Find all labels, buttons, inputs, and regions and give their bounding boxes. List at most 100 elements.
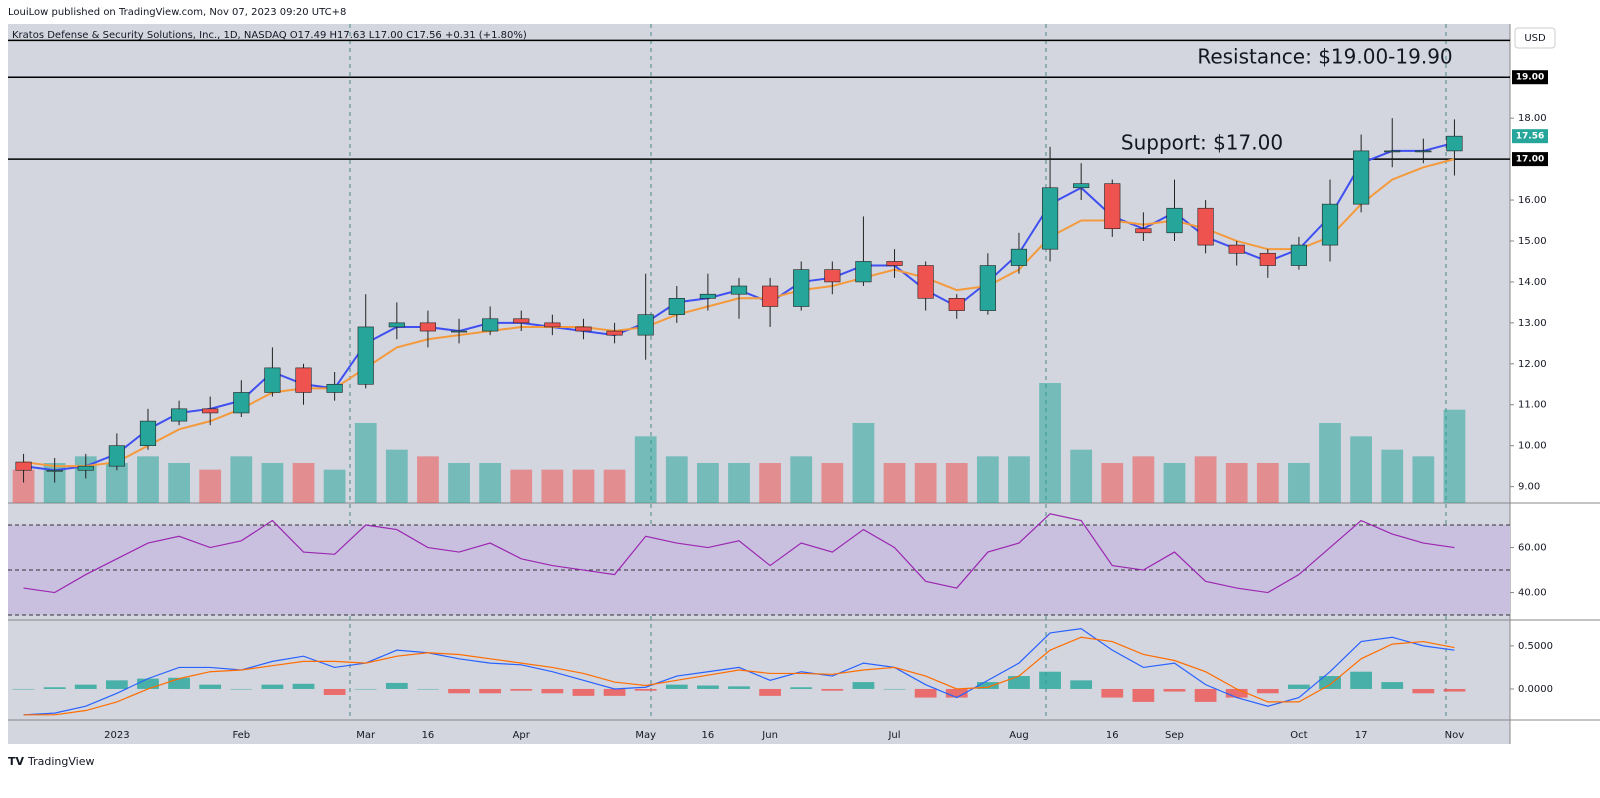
candle-body bbox=[668, 297, 685, 315]
candle-body bbox=[948, 297, 965, 311]
candle-body bbox=[1228, 244, 1245, 254]
macd-histogram bbox=[759, 688, 781, 696]
macd-histogram bbox=[1070, 680, 1093, 689]
macd-histogram bbox=[43, 687, 66, 689]
macd-histogram bbox=[510, 688, 533, 691]
candle-body bbox=[1197, 207, 1214, 246]
y-tick-label: 9.00 bbox=[1518, 482, 1540, 493]
macd-histogram bbox=[1350, 671, 1373, 689]
macd-histogram bbox=[417, 688, 439, 690]
macd-histogram bbox=[1381, 682, 1404, 689]
volume-bar bbox=[665, 456, 688, 503]
y-tick-label: 11.00 bbox=[1518, 400, 1547, 411]
rsi-line bbox=[23, 513, 1455, 594]
macd-histogram bbox=[199, 684, 222, 689]
volume-bar bbox=[541, 469, 564, 503]
volume-bar bbox=[1070, 449, 1093, 503]
macd-macd bbox=[23, 627, 1455, 716]
candle-body bbox=[513, 318, 530, 324]
volume-bar bbox=[914, 463, 937, 503]
volume-bar bbox=[417, 456, 439, 503]
candle-body bbox=[139, 420, 157, 446]
y-tick-label: 16.00 bbox=[1518, 195, 1547, 206]
x-tick-label: Sep bbox=[1165, 730, 1184, 741]
price-label-box bbox=[1512, 70, 1548, 85]
candle-body bbox=[730, 285, 748, 295]
x-tick-label: May bbox=[635, 730, 656, 741]
y-tick-label: 13.00 bbox=[1518, 318, 1547, 329]
volume-bar bbox=[292, 463, 315, 503]
volume-bar bbox=[1256, 463, 1279, 503]
currency-button[interactable] bbox=[1514, 27, 1556, 49]
macd-histogram bbox=[1039, 671, 1061, 689]
logo-mark: TV bbox=[8, 755, 25, 768]
volume-bar bbox=[1008, 456, 1030, 503]
candle-body bbox=[979, 265, 996, 311]
macd-histogram bbox=[1412, 688, 1435, 694]
y-tick-label: 15.00 bbox=[1518, 236, 1547, 247]
symbol-line: Kratos Defense & Security Solutions, Inc… bbox=[12, 30, 527, 41]
x-tick-label: 2023 bbox=[104, 730, 129, 741]
volume-bar bbox=[1381, 449, 1404, 503]
macd-histogram bbox=[541, 688, 564, 694]
volume-bar bbox=[1194, 456, 1217, 503]
macd-histogram bbox=[572, 688, 595, 696]
macd-histogram bbox=[1443, 688, 1466, 692]
price-label: 19.00 bbox=[1516, 73, 1544, 83]
candle-body bbox=[1073, 183, 1090, 189]
candle-body bbox=[1041, 187, 1059, 250]
volume-bar bbox=[1132, 456, 1155, 503]
price-axis bbox=[1510, 24, 1600, 744]
footer: TradingView bbox=[27, 755, 94, 768]
candle-body bbox=[1135, 228, 1152, 234]
volume-bar bbox=[1288, 463, 1310, 503]
macd-signal bbox=[23, 636, 1455, 716]
macd-histogram bbox=[1256, 688, 1279, 694]
volume-bar bbox=[821, 463, 844, 503]
candle-body bbox=[295, 367, 312, 393]
macd-histogram bbox=[852, 682, 875, 689]
volume-bar bbox=[1319, 423, 1341, 503]
volume-bar bbox=[43, 463, 66, 503]
macd-histogram bbox=[323, 688, 346, 695]
candle-body bbox=[1321, 203, 1339, 246]
candle-body bbox=[450, 330, 468, 333]
candle-body bbox=[482, 318, 499, 332]
macd-histogram bbox=[634, 688, 657, 691]
candle-body bbox=[762, 285, 779, 307]
volume-bar bbox=[1163, 463, 1186, 503]
macd-histogram bbox=[448, 688, 470, 694]
x-tick-label: Nov bbox=[1445, 730, 1465, 741]
candle-body bbox=[544, 322, 561, 328]
volume-bar bbox=[105, 463, 128, 503]
candle-body bbox=[388, 322, 405, 328]
x-tick-label: Mar bbox=[356, 730, 376, 741]
volume-bar bbox=[354, 423, 377, 503]
volume-bar bbox=[728, 463, 750, 503]
candle-body bbox=[886, 261, 903, 266]
macd-histogram bbox=[354, 688, 377, 690]
annotation: Support: $17.00 bbox=[1121, 131, 1283, 155]
macd-histogram bbox=[168, 677, 190, 689]
candle-body bbox=[1166, 207, 1183, 234]
volume-bar bbox=[790, 456, 813, 503]
macd-histogram bbox=[603, 688, 626, 696]
macd-histogram bbox=[976, 682, 999, 689]
macd-histogram bbox=[261, 684, 284, 689]
volume-bar bbox=[448, 463, 470, 503]
header: LouiLow published on TradingView.com, No… bbox=[8, 7, 346, 18]
volume-bar bbox=[603, 469, 626, 503]
x-tick-label: 16 bbox=[1106, 730, 1119, 741]
volume-bar bbox=[261, 463, 284, 503]
candle-body bbox=[46, 469, 63, 472]
candle-body bbox=[419, 322, 437, 332]
volume-bar bbox=[168, 463, 190, 503]
macd-histogram bbox=[945, 688, 968, 698]
y-tick-label: 40.00 bbox=[1518, 588, 1547, 599]
x-tick-label: Jul bbox=[887, 730, 900, 741]
macd-histogram bbox=[914, 688, 937, 698]
macd-histogram bbox=[1101, 688, 1124, 698]
macd-histogram bbox=[728, 686, 750, 689]
volume-bar bbox=[12, 469, 35, 503]
